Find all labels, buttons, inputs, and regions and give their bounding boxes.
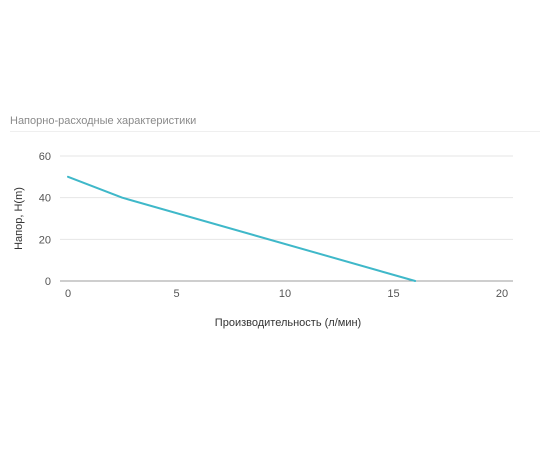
y-axis-title: Напор, H(m) — [13, 187, 25, 250]
x-tick-label: 5 — [173, 288, 179, 300]
y-tick-label: 20 — [39, 234, 51, 246]
x-tick-label: 20 — [496, 288, 508, 300]
x-tick-label: 15 — [387, 288, 399, 300]
title-divider — [10, 131, 540, 132]
y-tick-label: 0 — [45, 276, 51, 288]
series-line — [67, 175, 417, 282]
grid-layer — [60, 155, 513, 282]
series-layer — [67, 175, 417, 282]
chart-title: Напорно-расходные характеристики — [10, 115, 197, 127]
x-axis-title: Производительность (л/мин) — [215, 317, 361, 329]
x-tick-label: 10 — [279, 288, 291, 300]
y-tick-label: 40 — [39, 193, 51, 205]
tick-label-layer: 0 20 40 60 0 5 10 15 20 — [39, 151, 508, 300]
y-tick-label: 60 — [39, 151, 51, 163]
x-tick-label: 0 — [65, 288, 71, 300]
